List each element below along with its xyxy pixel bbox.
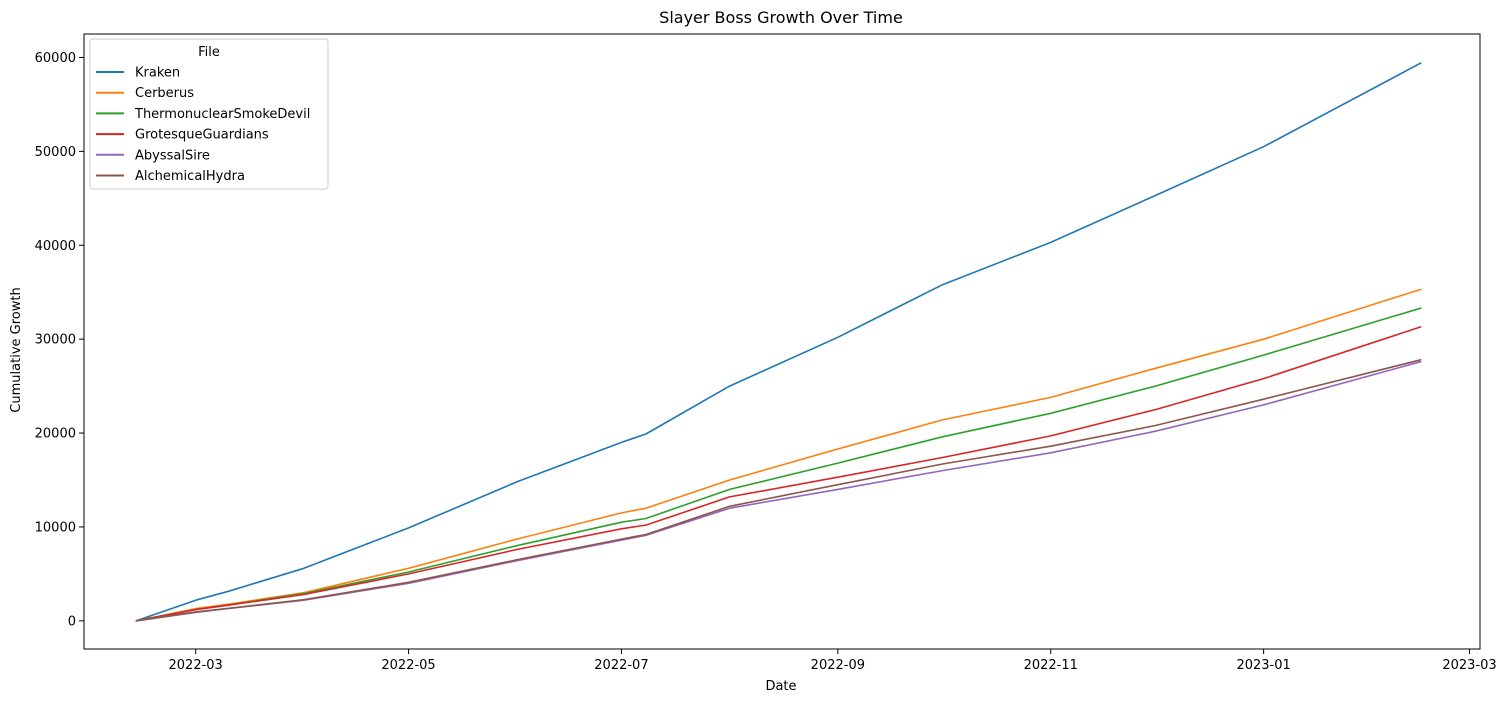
legend-label-0: Kraken [135,66,180,81]
series-line-5 [135,358,1422,622]
legend-label-3: GrotesqueGuardians [135,128,269,143]
legend-label-2: ThermonuclearSmokeDevil [134,107,310,122]
legend-label-5: AlchemicalHydra [135,169,245,184]
x-tick-label: 2022-03 [169,658,223,673]
x-tick-label: 2022-11 [1024,658,1078,673]
legend-label-1: Cerberus [135,86,194,101]
y-tick-label: 10000 [35,520,76,535]
y-tick-label: 20000 [35,427,76,442]
x-axis-label: Date [765,679,796,694]
x-tick-label: 2022-09 [811,658,865,673]
series-line-4 [135,360,1422,622]
legend-label-4: AbyssalSire [135,148,210,163]
y-tick-label: 50000 [35,145,76,160]
x-tick-label: 2023-01 [1236,658,1290,673]
legend-items: Kraken Cerberus ThermonuclearSmokeDevil Gro… [96,66,310,184]
legend-title: File [198,45,220,60]
y-tick-label: 60000 [35,51,76,66]
legend: File Kraken Cerberus ThermonuclearSmokeDev… [89,38,329,190]
y-tick-label: 0 [68,614,76,629]
series-layer [135,62,1422,622]
x-tick-label: 2023-03 [1442,658,1496,673]
series-line-1 [135,288,1422,622]
y-axis-label: Cumulative Growth [9,287,24,412]
series-line-0 [135,62,1422,622]
legend-box [89,38,329,190]
x-tick-label: 2022-05 [381,658,435,673]
series-line-3 [135,326,1422,622]
series-line-2 [135,307,1422,622]
chart-title: Slayer Boss Growth Over Time [659,8,903,27]
y-tick-label: 40000 [35,239,76,254]
plot-frame [83,33,1481,650]
y-tick-label: 30000 [35,333,76,348]
x-tick-label: 2022-07 [594,658,648,673]
ticks-layer: 2022-03 2022-05 2022-07 2022-09 2022-11 2023-… [35,51,1497,673]
